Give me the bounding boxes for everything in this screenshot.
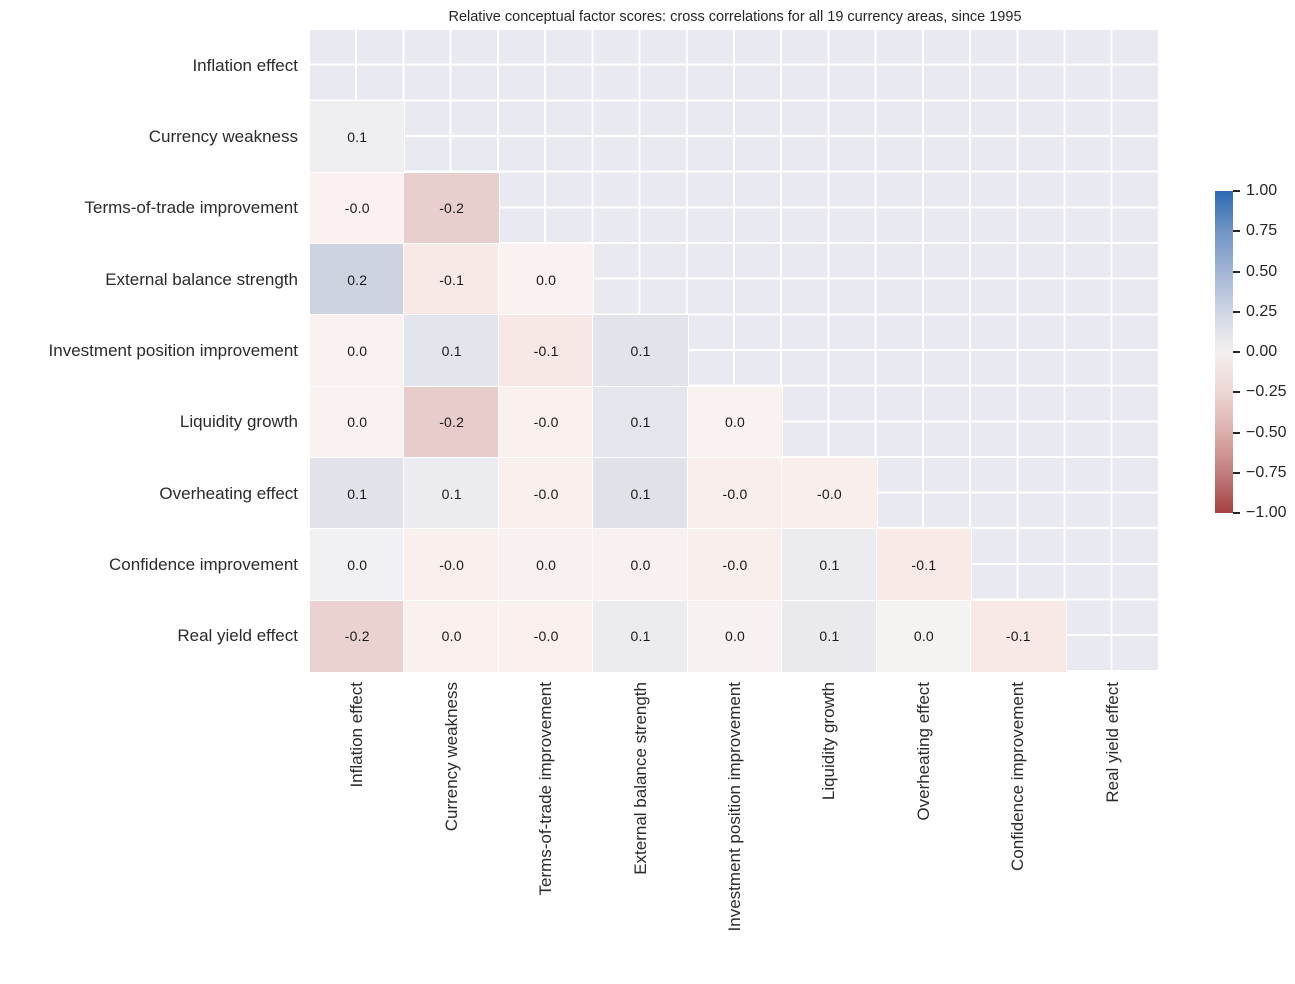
heatmap-cell: 0.1 (593, 600, 688, 672)
colorbar-tick-label: 0.75 (1246, 222, 1278, 240)
col-label: Terms-of-trade improvement (536, 682, 556, 896)
row-label: Liquidity growth (179, 412, 298, 432)
heatmap-cell: 0.0 (876, 600, 972, 672)
colorbar-tick-label: 0.00 (1246, 343, 1278, 360)
heatmap-cell: -0.2 (404, 172, 499, 244)
col-label: Liquidity growth (819, 682, 839, 801)
colorbar-tick-label: −0.50 (1246, 423, 1287, 441)
colorbar-tick (1233, 230, 1240, 233)
colorbar-tick (1233, 310, 1240, 313)
colorbar-tick-label: 0.25 (1246, 302, 1278, 320)
heatmap-cell: 0.1 (404, 458, 499, 530)
row-label: Real yield effect (177, 626, 298, 646)
heatmap-cell: -0.0 (498, 600, 594, 672)
chart-title: Relative conceptual factor scores: cross… (448, 9, 1022, 25)
heatmap-cell: -0.0 (687, 529, 783, 601)
heatmap-cell: 0.1 (593, 315, 688, 387)
heatmap-cell: 0.0 (404, 600, 499, 672)
row-label: Currency weakness (148, 127, 298, 146)
heatmap-cell: -0.2 (404, 386, 499, 458)
colorbar-tick (1233, 431, 1240, 434)
heatmap-cell: -0.1 (971, 600, 1066, 672)
colorbar-tick (1233, 471, 1240, 474)
colorbar-tick-label: 1.00 (1246, 182, 1278, 199)
heatmap-cell: 0.2 (310, 244, 405, 316)
colorbar-tick (1233, 190, 1240, 192)
col-label: Inflation effect (347, 682, 367, 788)
heatmap-cell: 0.1 (310, 458, 405, 530)
row-label: Investment position improvement (48, 341, 298, 360)
heatmap-cell: 0.0 (498, 529, 594, 601)
heatmap-cell: 0.0 (498, 244, 594, 316)
colorbar-tick (1233, 270, 1240, 273)
heatmap-cell: -0.0 (498, 386, 594, 458)
heatmap-cell: -0.0 (687, 458, 783, 530)
heatmap-cell: 0.0 (593, 529, 688, 601)
colorbar-gradient (1215, 191, 1233, 513)
heatmap-grid: 0.1 -0.0 -0.2 0.2 -0.1 0.0 0.0 0.1 -0.1 0.1 0.0 -0.… (310, 30, 1160, 672)
heatmap-cell: 0.0 (310, 315, 405, 387)
heatmap-cell: 0.1 (782, 529, 877, 601)
heatmap-cell: 0.0 (310, 386, 405, 458)
heatmap-cell: -0.1 (876, 529, 972, 601)
heatmap-cell: -0.0 (498, 458, 594, 530)
colorbar-tick-label: −1.00 (1246, 504, 1287, 521)
heatmap-cell: 0.1 (782, 600, 877, 672)
row-label: Inflation effect (192, 55, 298, 75)
heatmap-cell: -0.1 (404, 244, 499, 316)
col-label: Investment position improvement (725, 682, 744, 932)
col-label: Currency weakness (441, 682, 461, 832)
heatmap-cell: -0.0 (310, 172, 405, 244)
colorbar-tick-label: −0.75 (1246, 463, 1287, 481)
colorbar-tick-label: −0.25 (1246, 383, 1287, 401)
heatmap-cell: 0.1 (310, 101, 405, 173)
colorbar-tick (1233, 391, 1240, 394)
row-label: Overheating effect (159, 483, 298, 503)
heatmap-cell: 0.1 (404, 315, 499, 387)
col-label: Real yield effect (1102, 682, 1122, 803)
heatmap-cell: 0.0 (687, 386, 783, 458)
heatmap-cell: -0.0 (782, 458, 877, 530)
row-label: External balance strength (105, 269, 298, 289)
heatmap-cell: 0.1 (593, 386, 688, 458)
colorbar-tick-label: 0.50 (1246, 262, 1278, 280)
col-label: Overheating effect (913, 682, 933, 821)
heatmap-cell: -0.1 (498, 315, 594, 387)
heatmap-cell: 0.1 (593, 458, 688, 530)
heatmap-cell: 0.0 (687, 600, 783, 672)
colorbar-tick (1233, 512, 1240, 514)
row-label: Confidence improvement (109, 555, 298, 574)
heatmap-cell: -0.2 (310, 600, 405, 672)
col-label: Confidence improvement (1008, 682, 1028, 871)
heatmap-cell: -0.0 (404, 529, 499, 601)
heatmap-cell: 0.0 (310, 529, 405, 601)
row-label: Terms-of-trade improvement (84, 198, 298, 218)
colorbar-tick (1233, 351, 1240, 353)
col-label: External balance strength (630, 682, 650, 875)
